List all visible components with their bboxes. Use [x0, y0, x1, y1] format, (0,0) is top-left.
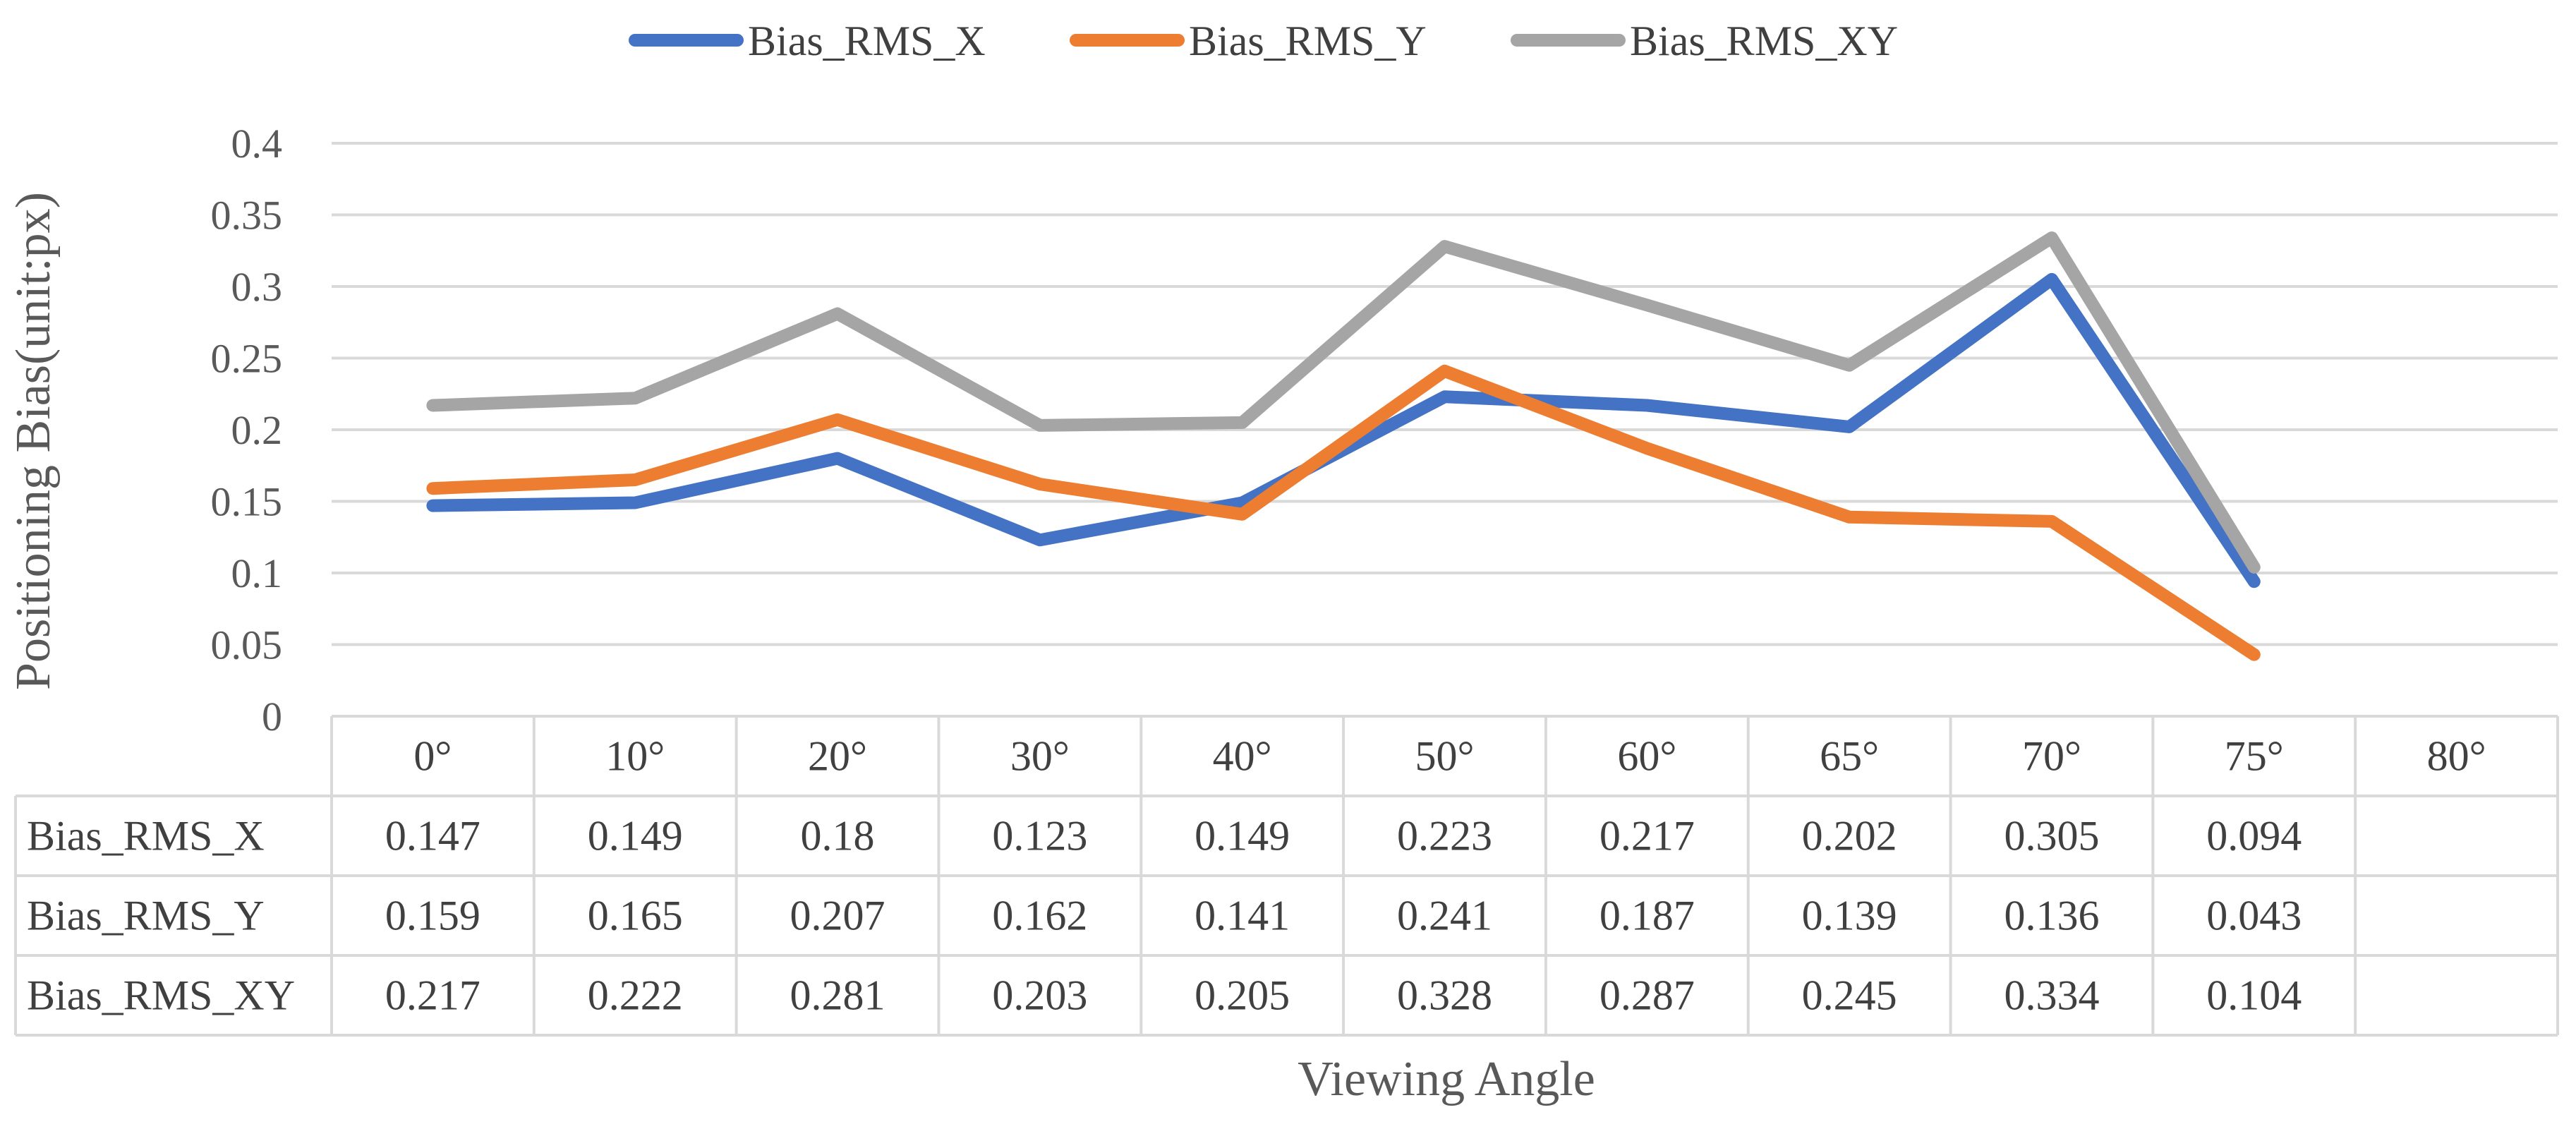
data-label: 0.223	[1397, 813, 1492, 859]
y-tick-label: 0.35	[211, 193, 283, 239]
data-label: 0.217	[1600, 813, 1695, 859]
data-label: 0.203	[992, 972, 1087, 1019]
data-label: 0.328	[1397, 972, 1492, 1019]
data-label: 0.334	[2004, 972, 2099, 1019]
x-tick-label: 30°	[1010, 733, 1070, 780]
data-label: 0.136	[2004, 893, 2099, 939]
x-tick-label: 50°	[1415, 733, 1475, 780]
data-label: 0.104	[2206, 972, 2302, 1019]
data-label: 0.123	[992, 813, 1087, 859]
x-tick-label: 10°	[605, 733, 665, 780]
y-tick-label: 0.15	[211, 479, 283, 525]
y-tick-label: 0.2	[231, 407, 283, 453]
data-label: 0.139	[1802, 893, 1897, 939]
x-tick-label: 75°	[2225, 733, 2284, 780]
gridlines	[332, 142, 2558, 646]
data-label: 0.149	[1195, 813, 1290, 859]
x-axis-title: Viewing Angle	[1298, 1052, 1595, 1106]
legend-label: Bias_RMS_XY	[1630, 18, 1898, 64]
table-row-label: Bias_RMS_Y	[27, 893, 265, 939]
data-label: 0.162	[992, 893, 1087, 939]
y-tick-label: 0.4	[231, 121, 283, 167]
x-tick-label: 70°	[2022, 733, 2081, 780]
data-label: 0.147	[385, 813, 480, 859]
y-axis-ticks: 0 0.05 0.1 0.15 0.2 0.25 0.3 0.35 0.4	[211, 121, 283, 739]
data-label: 0.205	[1195, 972, 1290, 1019]
table-row-label: Bias_RMS_XY	[27, 972, 295, 1019]
table-row-label: Bias_RMS_X	[27, 813, 265, 859]
data-label: 0.245	[1802, 972, 1897, 1019]
y-tick-label: 0.25	[211, 336, 283, 382]
data-label: 0.094	[2206, 813, 2302, 859]
y-tick-label: 0.05	[211, 622, 283, 668]
legend-label: Bias_RMS_X	[748, 18, 986, 64]
series-line-bias-rms-xy	[426, 231, 2261, 574]
data-label: 0.165	[588, 893, 683, 939]
data-label: 0.217	[385, 972, 480, 1019]
data-label: 0.207	[790, 893, 885, 939]
legend: Bias_RMS_X Bias_RMS_Y Bias_RMS_XY	[629, 18, 1898, 64]
data-label: 0.222	[588, 972, 683, 1019]
x-tick-label: 40°	[1213, 733, 1272, 780]
y-tick-label: 0	[262, 694, 282, 739]
y-tick-label: 0.3	[231, 264, 283, 310]
legend-item: Bias_RMS_Y	[1070, 18, 1427, 64]
data-label: 0.305	[2004, 813, 2099, 859]
series-lines	[426, 231, 2261, 661]
series-line-bias-rms-y	[426, 364, 2261, 661]
legend-label: Bias_RMS_Y	[1189, 18, 1427, 64]
data-label: 0.159	[385, 893, 480, 939]
data-label: 0.043	[2206, 893, 2302, 939]
data-label: 0.281	[790, 972, 885, 1019]
data-table: 0° 10° 20° 30° 40° 50° 60° 65° 70° 75° 80° Bias_RMS…	[14, 715, 2559, 1037]
x-tick-label: 65°	[1820, 733, 1879, 780]
x-tick-label: 20°	[808, 733, 867, 780]
data-label: 0.202	[1802, 813, 1897, 859]
data-label: 0.287	[1600, 972, 1695, 1019]
x-tick-label: 0°	[413, 733, 452, 780]
data-label: 0.187	[1600, 893, 1695, 939]
data-label: 0.141	[1195, 893, 1290, 939]
y-tick-label: 0.1	[231, 550, 283, 596]
legend-item: Bias_RMS_X	[629, 18, 986, 64]
data-label: 0.149	[588, 813, 683, 859]
y-axis-title: Positioning Bias(unit:px)	[6, 192, 61, 690]
x-tick-label: 60°	[1617, 733, 1676, 780]
data-label: 0.241	[1397, 893, 1492, 939]
x-tick-label: 80°	[2427, 733, 2486, 780]
data-label: 0.18	[801, 813, 875, 859]
legend-item: Bias_RMS_XY	[1511, 18, 1898, 64]
